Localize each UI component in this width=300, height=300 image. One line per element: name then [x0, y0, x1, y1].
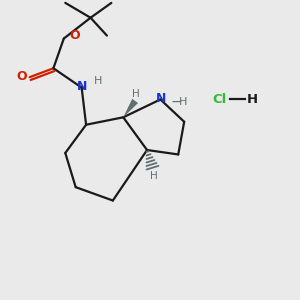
Text: H: H	[178, 97, 187, 107]
Text: N: N	[77, 80, 87, 93]
Text: H: H	[247, 93, 258, 106]
Text: −: −	[170, 95, 182, 109]
Text: O: O	[16, 70, 27, 83]
Text: H: H	[94, 76, 102, 86]
Polygon shape	[123, 99, 138, 117]
Text: Cl: Cl	[213, 93, 227, 106]
Text: O: O	[69, 29, 80, 42]
Text: N: N	[156, 92, 166, 105]
Text: H: H	[132, 89, 140, 99]
Text: H: H	[150, 171, 158, 181]
